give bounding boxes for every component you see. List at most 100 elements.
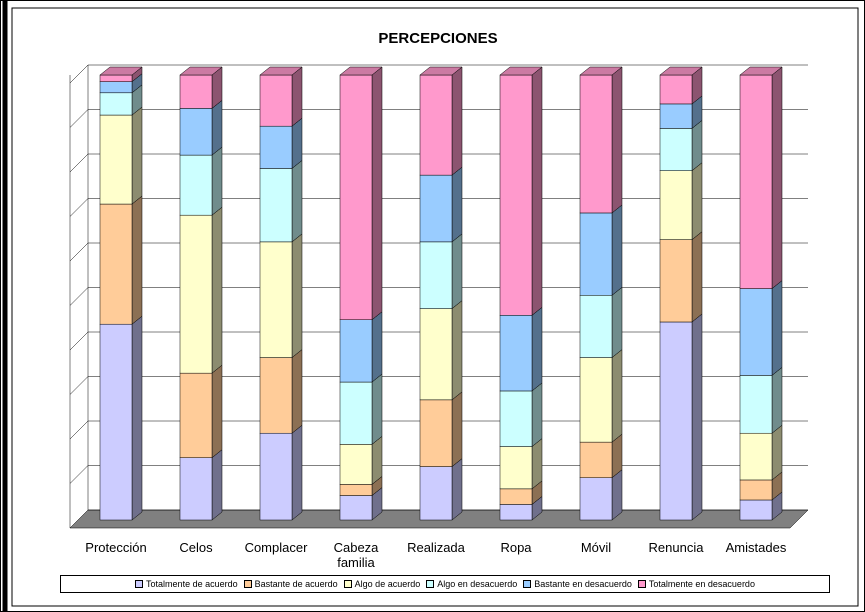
- grid-line: [69, 153, 808, 173]
- bar: [339, 319, 373, 383]
- legend: Totalmente de acuerdo Bastante de acuerdo…: [60, 575, 830, 593]
- bar-side: [451, 233, 463, 310]
- legend-swatch: [343, 580, 352, 588]
- legend-label: Algo en desacuerdo: [437, 579, 518, 589]
- x-tick-label: Protección: [85, 540, 147, 555]
- bar-side: [211, 449, 223, 521]
- legend-swatch: [523, 580, 532, 588]
- bar: [259, 125, 293, 169]
- bar-side: [451, 391, 463, 468]
- bar: [499, 446, 533, 490]
- bar-top: [339, 66, 383, 76]
- bar-side: [451, 458, 463, 521]
- bar-side: [611, 469, 623, 521]
- bar: [419, 308, 453, 401]
- bar: [179, 108, 213, 156]
- bar: [579, 357, 613, 443]
- bar: [659, 321, 693, 521]
- bar: [659, 128, 693, 171]
- bar-side: [211, 206, 223, 374]
- bar-side: [451, 300, 463, 401]
- bar: [419, 174, 453, 243]
- bar-side: [211, 99, 223, 156]
- bar: [659, 74, 693, 105]
- bar: [499, 74, 533, 316]
- bar-side: [291, 117, 303, 169]
- bar-top: [499, 66, 543, 76]
- grid-line: [69, 376, 808, 395]
- bar-side: [451, 66, 463, 176]
- bar: [579, 477, 613, 521]
- bar-top: [739, 66, 783, 76]
- x-tick-label: Celos: [179, 540, 213, 555]
- bar-side: [131, 106, 143, 205]
- bar: [99, 74, 133, 82]
- bar: [259, 168, 293, 243]
- bar: [739, 74, 773, 289]
- legend-label: Bastante de acuerdo: [254, 579, 338, 589]
- bar-top: [179, 66, 223, 76]
- bar: [499, 390, 533, 447]
- bar: [259, 357, 293, 434]
- bar-side: [211, 364, 223, 459]
- bar: [419, 241, 453, 309]
- bar: [179, 214, 213, 374]
- legend-swatch: [135, 580, 144, 588]
- bar-side: [451, 166, 463, 243]
- x-tick-label: Amistades: [725, 540, 787, 555]
- x-tick-label: Ropa: [500, 540, 532, 555]
- bar-side: [691, 162, 703, 241]
- bar-side: [371, 311, 383, 383]
- bar: [419, 466, 453, 521]
- bar: [339, 484, 373, 496]
- grid-line: [69, 331, 808, 351]
- grid-line: [69, 109, 808, 128]
- bar-side: [291, 349, 303, 434]
- legend-item: Totalmente en desacuerdo: [637, 579, 755, 589]
- legend-label: Algo de acuerdo: [354, 579, 421, 589]
- bar: [99, 203, 133, 325]
- bar-top: [99, 66, 143, 76]
- bar-side: [291, 66, 303, 127]
- bar: [579, 212, 613, 296]
- bar: [259, 241, 293, 358]
- grid-line: [69, 64, 808, 84]
- bar-side: [531, 306, 543, 392]
- bar-side: [611, 204, 623, 296]
- bar: [659, 103, 693, 129]
- grid-line: [69, 509, 808, 529]
- bar-side: [771, 424, 783, 481]
- bar-side: [611, 349, 623, 443]
- bar: [499, 488, 533, 505]
- bar: [179, 457, 213, 521]
- bar: [419, 399, 453, 467]
- bar-side: [611, 66, 623, 214]
- bar: [739, 375, 773, 434]
- chart-frame: [11, 7, 859, 607]
- bar: [579, 441, 613, 478]
- bar: [499, 315, 533, 392]
- bar: [339, 495, 373, 521]
- bar: [179, 154, 213, 216]
- bar: [579, 74, 613, 214]
- bar: [99, 81, 133, 94]
- bar-side: [771, 366, 783, 434]
- chart-title: PERCEPCIONES: [378, 30, 497, 47]
- bar: [339, 444, 373, 485]
- bar-top: [579, 66, 623, 76]
- x-tick-label: Realizada: [407, 540, 465, 555]
- bar: [739, 479, 773, 501]
- bar: [419, 74, 453, 176]
- x-tick-label: Cabeza familia: [333, 540, 379, 570]
- legend-swatch: [637, 580, 646, 588]
- legend-swatch: [426, 580, 435, 588]
- bar: [339, 74, 373, 320]
- bar-top: [419, 66, 463, 76]
- bar: [659, 239, 693, 323]
- bar-side: [291, 159, 303, 243]
- bar: [579, 295, 613, 358]
- legend-item: Bastante en desacuerdo: [523, 579, 632, 589]
- grid-line: [69, 242, 808, 262]
